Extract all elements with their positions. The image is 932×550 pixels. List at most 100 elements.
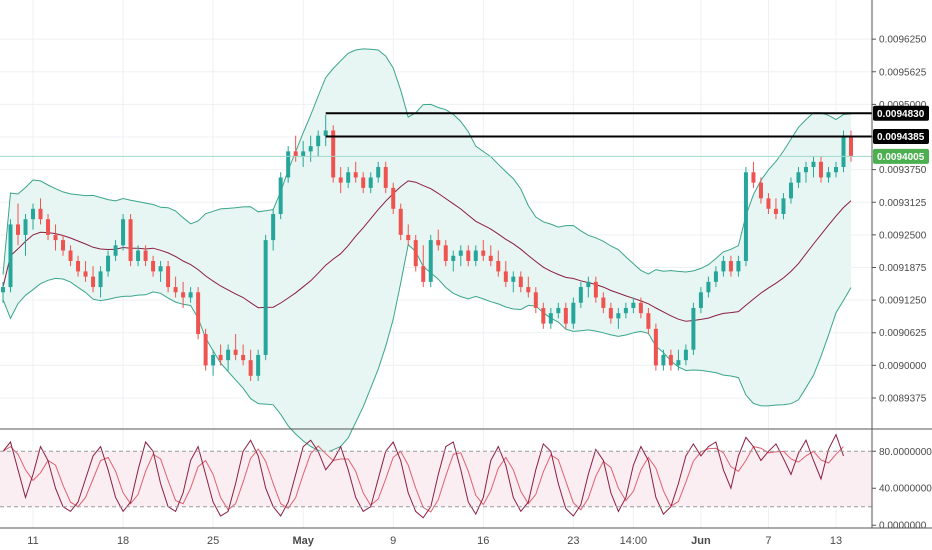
candle	[773, 198, 778, 220]
candle	[226, 344, 231, 371]
candle-body	[38, 208, 43, 220]
candle	[481, 240, 486, 261]
stoch-tick-label: 40.0000000	[879, 484, 932, 495]
candle	[443, 240, 448, 267]
candle	[826, 167, 831, 183]
candle	[421, 245, 426, 288]
candle	[706, 276, 711, 298]
candle-body	[773, 208, 778, 214]
candle-body	[803, 167, 808, 173]
candle	[181, 281, 186, 308]
candle	[233, 334, 238, 361]
current-price-badge-label: 0.0094005	[877, 152, 925, 163]
time-tick-label: 14:00	[620, 535, 648, 547]
candle-body	[121, 219, 126, 246]
candle-body	[826, 172, 831, 178]
candle-body	[398, 208, 403, 235]
candle	[83, 260, 88, 282]
candle	[586, 276, 591, 298]
candle	[173, 276, 178, 298]
candle-body	[691, 307, 696, 350]
candle-body	[308, 146, 313, 152]
candle-body	[488, 255, 493, 261]
candle	[653, 323, 658, 371]
candle	[368, 172, 373, 194]
candle-body	[481, 250, 486, 256]
candle-body	[518, 276, 523, 288]
candle	[241, 344, 246, 366]
price-tick-label: 0.0095000	[879, 100, 927, 111]
candle	[353, 161, 358, 183]
candle	[256, 349, 261, 382]
candle-body	[668, 354, 673, 366]
candle	[608, 302, 613, 324]
price-tick-label: 0.0096250	[879, 35, 927, 46]
candle	[833, 161, 838, 178]
candle	[38, 198, 43, 225]
candle	[676, 349, 681, 371]
candle	[338, 167, 343, 194]
candle	[271, 208, 276, 251]
candle-body	[653, 328, 658, 366]
price-tick-label: 0.0089375	[879, 393, 927, 404]
candle-body	[376, 167, 381, 178]
candle	[151, 255, 156, 277]
candle-body	[683, 349, 688, 361]
candle-body	[316, 135, 321, 147]
candle-body	[98, 271, 103, 288]
candle	[503, 260, 508, 288]
candle-body	[46, 219, 51, 235]
candle	[743, 167, 748, 267]
stochastic-pane	[0, 433, 872, 519]
candle-body	[23, 219, 28, 235]
candle	[436, 229, 441, 251]
candle-body	[196, 292, 201, 335]
candle-body	[323, 130, 328, 136]
candle	[511, 271, 516, 293]
candle	[316, 130, 321, 157]
candle-body	[533, 292, 538, 308]
candle-body	[811, 161, 816, 168]
candle-body	[256, 354, 261, 376]
candle-body	[616, 313, 621, 319]
candle-body	[556, 307, 561, 314]
candle-body	[796, 172, 801, 183]
candle	[286, 146, 291, 183]
candle-body	[766, 198, 771, 209]
candle-body	[631, 302, 636, 308]
candle-body	[391, 187, 396, 209]
candle	[728, 255, 733, 277]
candle-body	[849, 135, 853, 157]
candle-body	[428, 240, 433, 282]
candle-body	[548, 313, 553, 324]
candle-body	[151, 260, 156, 272]
candle-body	[53, 234, 58, 241]
candle-body	[338, 177, 343, 183]
candle	[683, 344, 688, 366]
candle	[196, 287, 201, 340]
candle	[428, 234, 433, 288]
candle	[758, 177, 763, 204]
candle-body	[241, 354, 246, 361]
bollinger-bands	[2, 48, 852, 454]
price-tick-label: 0.0095625	[879, 67, 927, 78]
candle-body	[841, 135, 846, 168]
candle	[383, 161, 388, 194]
candle	[53, 224, 58, 251]
stoch-band	[0, 451, 872, 507]
candle	[623, 302, 628, 319]
horizontal-levels	[0, 112, 872, 157]
candle	[106, 250, 111, 277]
level-badge-bg	[873, 105, 929, 121]
candle	[158, 260, 163, 282]
bollinger-fill	[3, 48, 851, 453]
candle	[473, 245, 478, 267]
candle	[691, 302, 696, 355]
level-badge-label: 0.0094385	[877, 132, 925, 143]
candle	[721, 255, 726, 277]
candle-body	[511, 276, 516, 282]
candle-body	[61, 240, 66, 251]
candle-body	[728, 260, 733, 272]
candle-body	[301, 151, 306, 157]
